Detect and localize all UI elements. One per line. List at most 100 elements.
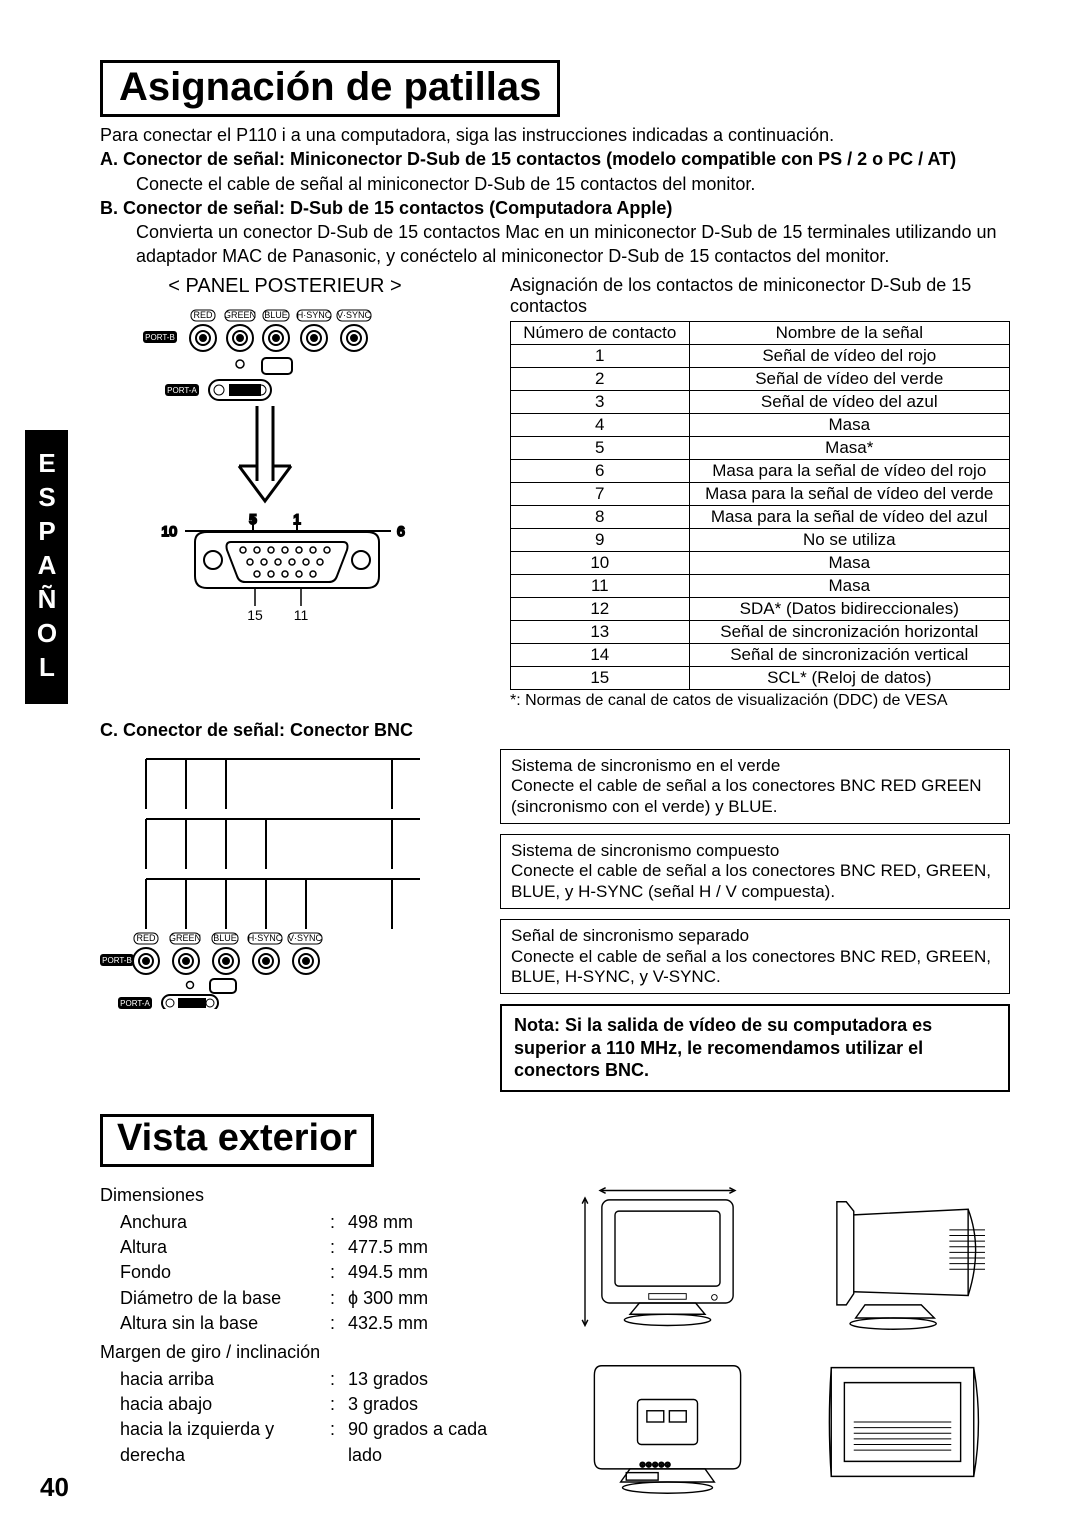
- view-side: [795, 1183, 1010, 1333]
- tilt-label: hacia la izquierda y derecha: [100, 1417, 330, 1467]
- rear-panel-diagram: RED GREEN BLUE H·SYNC V·SYNC PORT-B PORT…: [135, 306, 435, 646]
- view-top: [795, 1347, 1010, 1497]
- sync1-body: Conecte el cable de señal a los conector…: [511, 776, 999, 817]
- cell-signal: Señal de sincronización horizontal: [689, 620, 1009, 643]
- page-number: 40: [40, 1472, 69, 1503]
- sync2-title: Sistema de sincronismo compuesto: [511, 841, 999, 861]
- cell-contact: 7: [511, 482, 690, 505]
- view-rear: ⊙⊙⊙⊙⊙: [560, 1347, 775, 1497]
- svg-text:PORT-A: PORT-A: [120, 999, 150, 1008]
- sync-composite-box: Sistema de sincronismo compuesto Conecte…: [500, 834, 1010, 909]
- section-a-head: A. Conector de señal: Miniconector D-Sub…: [100, 147, 1010, 171]
- cell-contact: 8: [511, 505, 690, 528]
- cell-contact: 11: [511, 574, 690, 597]
- svg-text:PORT-A: PORT-A: [167, 386, 197, 395]
- sync-green-box: Sistema de sincronismo en el verde Conec…: [500, 749, 1010, 824]
- note-box: Nota: Si la salida de vídeo de su comput…: [500, 1004, 1010, 1092]
- cell-contact: 1: [511, 344, 690, 367]
- dim-label: Diámetro de la base: [100, 1286, 330, 1311]
- cell-contact: 9: [511, 528, 690, 551]
- table-row: 6Masa para la señal de vídeo del rojo: [511, 459, 1010, 482]
- cell-contact: 4: [511, 413, 690, 436]
- table-row: 5Masa*: [511, 436, 1010, 459]
- table-row: 15SCL* (Reloj de datos): [511, 666, 1010, 689]
- tilt-row: hacia abajo:3 grados: [100, 1392, 520, 1417]
- tilt-label: hacia arriba: [100, 1367, 330, 1392]
- svg-text:H·SYNC: H·SYNC: [297, 310, 332, 320]
- cell-signal: Masa: [689, 551, 1009, 574]
- note-body: Si la salida de vídeo de su computadora …: [514, 1015, 932, 1080]
- cell-signal: Señal de vídeo del azul: [689, 390, 1009, 413]
- cell-contact: 15: [511, 666, 690, 689]
- section-a-body: Conecte el cable de señal al miniconecto…: [136, 172, 1010, 196]
- table-caption: Asignación de los contactos de miniconec…: [510, 275, 1010, 317]
- cell-contact: 6: [511, 459, 690, 482]
- cell-contact: 13: [511, 620, 690, 643]
- dim-label: Anchura: [100, 1210, 330, 1235]
- cell-contact: 12: [511, 597, 690, 620]
- cell-signal: Masa: [689, 574, 1009, 597]
- dim-label: Altura sin la base: [100, 1311, 330, 1336]
- dim-value: 432.5 mm: [348, 1311, 520, 1336]
- dim-value: ϕ 300 mm: [348, 1286, 520, 1311]
- svg-text:GREEN: GREEN: [169, 933, 201, 943]
- table-row: 2Señal de vídeo del verde: [511, 367, 1010, 390]
- section-c-head: C. Conector de señal: Conector BNC: [100, 720, 1010, 741]
- bnc-diagram: RED GREEN BLUE H·SYNC V·SYNC PORT-B PORT…: [100, 749, 420, 1009]
- cell-contact: 10: [511, 551, 690, 574]
- language-tab: ESPAÑOL: [25, 430, 68, 704]
- svg-text:RED: RED: [136, 933, 156, 943]
- dim-value: 494.5 mm: [348, 1260, 520, 1285]
- svg-text:10: 10: [161, 523, 177, 539]
- dim-head: Dimensiones: [100, 1183, 520, 1208]
- svg-text:V·SYNC: V·SYNC: [288, 933, 323, 943]
- svg-text:BLUE: BLUE: [213, 933, 237, 943]
- tilt-value: 90 grados a cada lado: [348, 1417, 520, 1467]
- cell-signal: Masa para la señal de vídeo del rojo: [689, 459, 1009, 482]
- svg-text:6: 6: [397, 523, 405, 539]
- table-row: 7Masa para la señal de vídeo del verde: [511, 482, 1010, 505]
- table-row: 9No se utiliza: [511, 528, 1010, 551]
- cell-contact: 5: [511, 436, 690, 459]
- th-signal: Nombre de la señal: [689, 321, 1009, 344]
- cell-signal: Masa para la señal de vídeo del azul: [689, 505, 1009, 528]
- table-row: 1Señal de vídeo del rojo: [511, 344, 1010, 367]
- svg-text:H·SYNC: H·SYNC: [248, 933, 283, 943]
- section-b-body: Convierta un conector D-Sub de 15 contac…: [136, 220, 1010, 269]
- panel-label: < PANEL POSTERIEUR >: [100, 275, 470, 298]
- view-front: [560, 1183, 775, 1333]
- dim-label: Altura: [100, 1235, 330, 1260]
- intro-line: Para conectar el P110 i a una computador…: [100, 123, 1010, 147]
- sync-separate-box: Señal de sincronismo separado Conecte el…: [500, 919, 1010, 994]
- dim-label: Fondo: [100, 1260, 330, 1285]
- svg-text:PORT-B: PORT-B: [102, 956, 132, 965]
- dim-value: 498 mm: [348, 1210, 520, 1235]
- table-row: 10Masa: [511, 551, 1010, 574]
- dimensions-block: Dimensiones Anchura:498 mmAltura:477.5 m…: [100, 1183, 520, 1497]
- table-row: 14Señal de sincronización vertical: [511, 643, 1010, 666]
- cell-contact: 14: [511, 643, 690, 666]
- cell-contact: 2: [511, 367, 690, 390]
- section-title-exterior: Vista exterior: [100, 1114, 374, 1167]
- cell-signal: Señal de vídeo del verde: [689, 367, 1009, 390]
- dim-row: Diámetro de la base:ϕ 300 mm: [100, 1286, 520, 1311]
- dim-row: Anchura:498 mm: [100, 1210, 520, 1235]
- table-footnote: *: Normas de canal de catos de visualiza…: [510, 692, 1010, 710]
- tilt-value: 13 grados: [348, 1367, 520, 1392]
- cell-signal: Señal de sincronización vertical: [689, 643, 1009, 666]
- cell-signal: Masa*: [689, 436, 1009, 459]
- svg-text:PORT-B: PORT-B: [145, 333, 175, 342]
- sync3-body: Conecte el cable de señal a los conector…: [511, 947, 999, 988]
- cell-signal: No se utiliza: [689, 528, 1009, 551]
- pin-table: Número de contacto Nombre de la señal 1S…: [510, 321, 1010, 690]
- tilt-row: hacia la izquierda y derecha:90 grados a…: [100, 1417, 520, 1467]
- dim-value: 477.5 mm: [348, 1235, 520, 1260]
- sync3-title: Señal de sincronismo separado: [511, 926, 999, 946]
- table-row: 3Señal de vídeo del azul: [511, 390, 1010, 413]
- cell-signal: SCL* (Reloj de datos): [689, 666, 1009, 689]
- table-row: 12SDA* (Datos bidireccionales): [511, 597, 1010, 620]
- tilt-row: hacia arriba:13 grados: [100, 1367, 520, 1392]
- sync2-body: Conecte el cable de señal a los conector…: [511, 861, 999, 902]
- table-row: 13Señal de sincronización horizontal: [511, 620, 1010, 643]
- cell-signal: Masa para la señal de vídeo del verde: [689, 482, 1009, 505]
